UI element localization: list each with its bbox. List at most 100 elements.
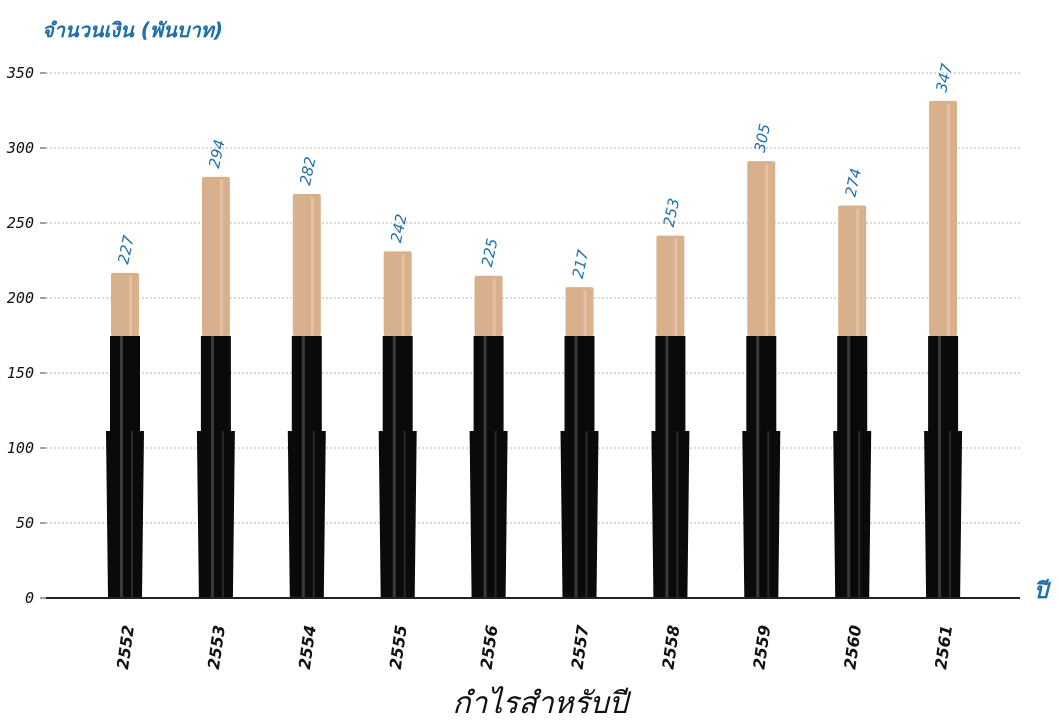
bar-base-stripe — [949, 431, 952, 598]
y-tick-label: 300 — [6, 139, 34, 157]
bar-base-lower — [196, 431, 235, 598]
bar-top-section — [838, 205, 867, 336]
bar-base-lower — [469, 431, 508, 598]
bar-base-upper — [200, 336, 231, 431]
bar-base-stripe — [858, 431, 861, 598]
bar-base-stripe — [483, 336, 487, 598]
bar-base-stripe — [392, 336, 396, 598]
bar-top-section — [747, 161, 776, 336]
y-tick-label: 350 — [6, 64, 34, 82]
bar-base-stripe — [585, 431, 588, 598]
bar-base-stripe — [312, 431, 315, 598]
y-tick-label: 50 — [16, 514, 34, 532]
x-tick-label: 2553 — [204, 624, 229, 671]
x-tick-label: 2558 — [658, 624, 683, 671]
bar-top-section — [292, 194, 321, 336]
y-tick-label: 250 — [7, 214, 34, 232]
bar-base-upper — [291, 336, 322, 431]
bars — [106, 100, 963, 598]
bar-top-highlight — [310, 197, 314, 336]
bar-top-section — [474, 275, 503, 336]
bar-2556 — [469, 275, 508, 598]
bar-top-section — [656, 235, 685, 336]
bar-top-section — [929, 100, 958, 336]
data-label: 253 — [660, 197, 684, 229]
x-axis-title: กำไรสำหรับปี — [452, 686, 631, 721]
y-tick-label: 0 — [25, 589, 34, 607]
bar-base-stripe — [210, 336, 214, 598]
bar-2559 — [742, 161, 781, 598]
bar-base-stripe — [120, 336, 123, 598]
bar-base-stripe — [301, 336, 305, 598]
bar-top-section — [565, 287, 594, 336]
bar-2560 — [833, 205, 872, 598]
bar-top-section — [111, 272, 139, 336]
bar-base-upper — [746, 336, 777, 431]
bar-base-lower — [287, 431, 326, 598]
data-label: 217 — [569, 248, 593, 280]
bar-base-lower — [651, 431, 690, 598]
bar-base-lower — [378, 431, 417, 598]
bar-base-stripe — [938, 336, 942, 598]
bar-base-stripe — [403, 431, 406, 598]
bar-top-highlight — [492, 278, 496, 336]
bar-base-lower — [106, 431, 144, 598]
bar-base-stripe — [574, 336, 578, 598]
bar-base-stripe — [676, 431, 679, 598]
bar-base-upper — [473, 336, 504, 431]
data-label: 347 — [932, 62, 956, 94]
bar-base-stripe — [221, 431, 224, 598]
bar-2561 — [924, 100, 963, 598]
x-tick-label: 2555 — [386, 624, 411, 671]
y-tick-labels: 0 50 100 150 200 250 300 350 — [6, 64, 46, 607]
bar-base-upper — [382, 336, 413, 431]
grid-lines — [46, 72, 1020, 524]
x-tick-labels: 2552 2553 2554 2555 2556 2557 2558 2559 2560 2561 — [113, 623, 956, 671]
bar-base-upper — [837, 336, 868, 431]
bar-top-highlight — [219, 179, 223, 336]
bar-base-lower — [742, 431, 781, 598]
data-labels: 227 294 282 242 225 217 253 305 274 347 — [114, 62, 956, 280]
bar-base-stripe — [756, 336, 760, 598]
data-label: 225 — [478, 237, 502, 269]
data-label: 282 — [296, 155, 320, 187]
y-tick-label: 150 — [7, 364, 34, 382]
bar-base-lower — [833, 431, 872, 598]
bar-base-upper — [110, 336, 140, 431]
bar-base-upper — [564, 336, 595, 431]
bar-top-highlight — [674, 238, 678, 336]
y-axis-title: จำนวนเงิน (พันบาท) — [42, 18, 223, 42]
bar-base-stripe — [665, 336, 669, 598]
bar-top-highlight — [947, 103, 951, 336]
x-tick-label: 2554 — [295, 624, 320, 671]
x-axis-unit: ปี — [1034, 578, 1052, 604]
bar-base-stripe — [767, 431, 770, 598]
bar-top-highlight — [129, 275, 132, 336]
bar-2558 — [651, 235, 690, 598]
data-label: 274 — [842, 167, 866, 199]
bar-2552 — [106, 272, 144, 598]
bar-top-section — [201, 176, 230, 336]
x-tick-label: 2557 — [568, 623, 593, 671]
data-label: 294 — [205, 138, 229, 170]
bar-base-lower — [560, 431, 599, 598]
bar-base-stripe — [494, 431, 497, 598]
bar-top-highlight — [401, 254, 405, 336]
bar-base-upper — [928, 336, 959, 431]
x-tick-label: 2560 — [840, 624, 865, 671]
bar-top-highlight — [765, 164, 769, 336]
bar-2557 — [560, 287, 599, 598]
x-tick-label: 2559 — [749, 624, 774, 671]
y-tick-label: 200 — [7, 289, 34, 307]
y-tick-label: 100 — [7, 439, 34, 457]
bar-2555 — [378, 251, 417, 598]
x-tick-label: 2552 — [113, 624, 138, 671]
bar-2553 — [196, 176, 235, 598]
data-label: 227 — [114, 233, 138, 265]
data-label: 242 — [387, 212, 411, 244]
x-tick-label: 2561 — [931, 624, 956, 671]
x-tick-label: 2556 — [477, 624, 502, 671]
bar-top-highlight — [856, 208, 860, 336]
